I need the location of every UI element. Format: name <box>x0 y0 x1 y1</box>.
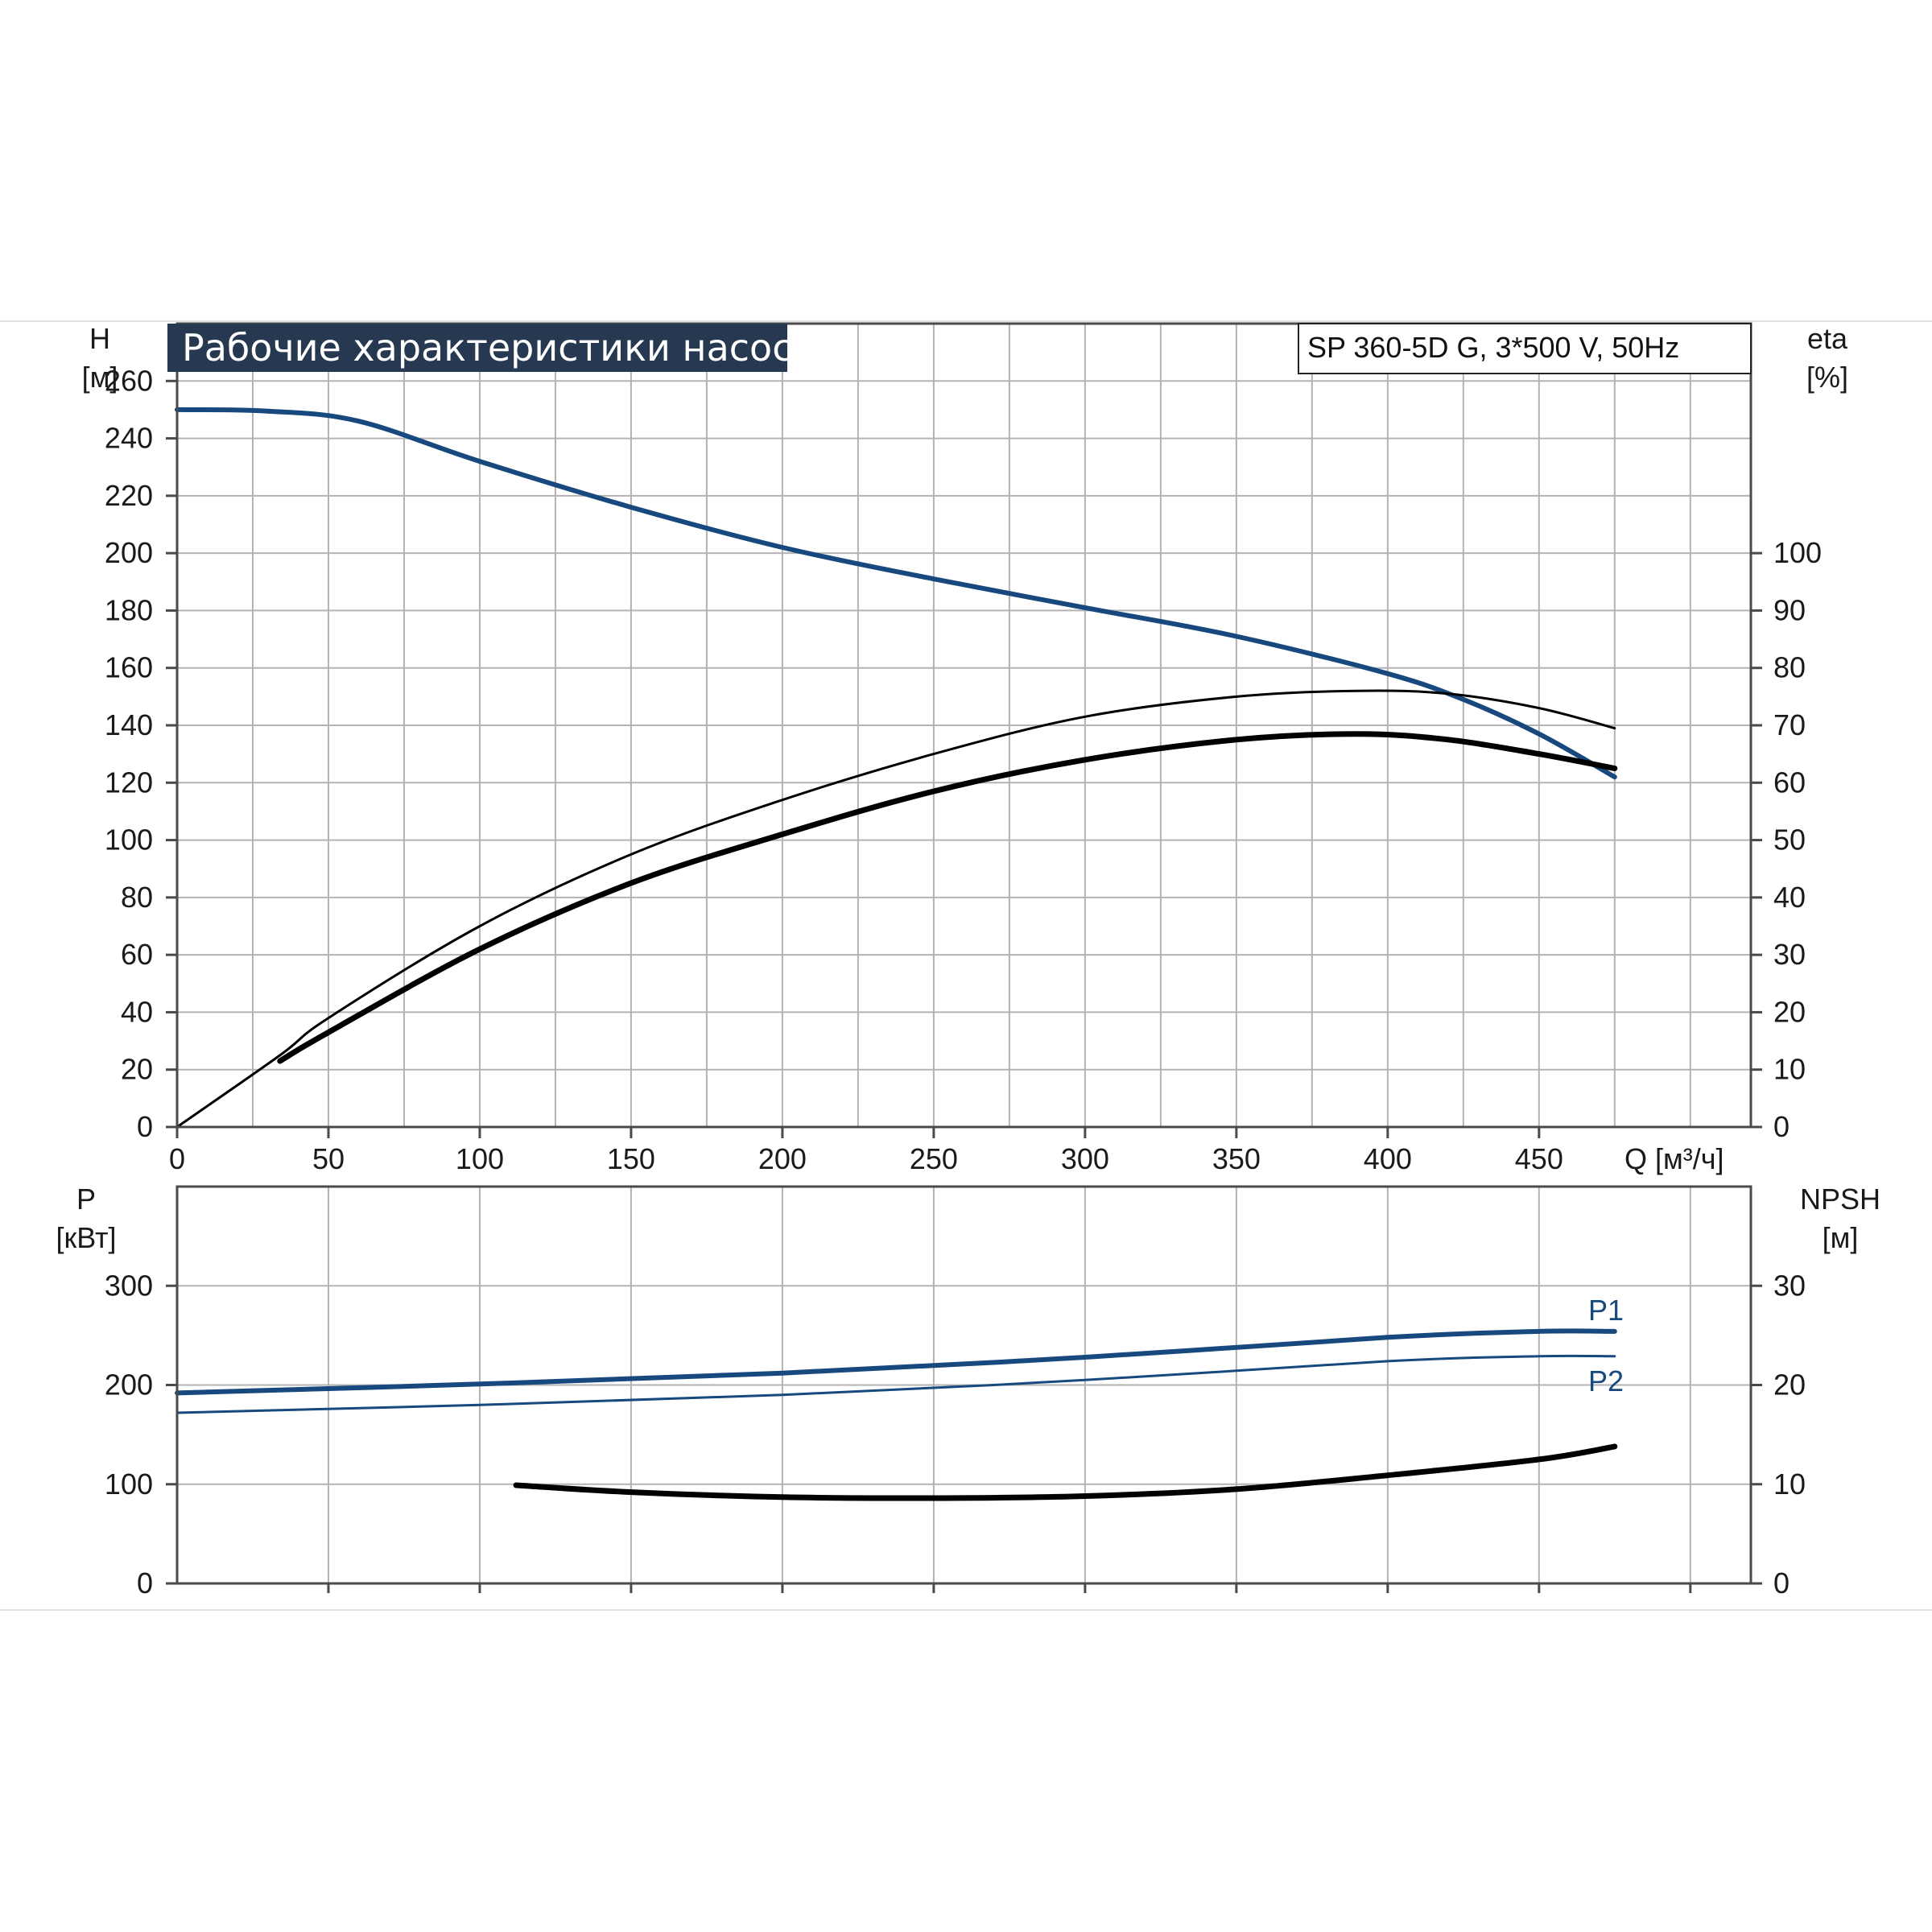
x-tick-label: 450 <box>1515 1142 1563 1175</box>
eta-tick-label: 90 <box>1773 593 1806 626</box>
pump-model-label: SP 360-5D G, 3*500 V, 50Hz <box>1307 331 1679 364</box>
eta-tick-label: 70 <box>1773 708 1806 741</box>
h-tick-label: 100 <box>105 824 153 857</box>
eta-axis-title: eta <box>1807 322 1848 355</box>
h-tick-label: 40 <box>121 995 153 1028</box>
npsh-tick-label: 10 <box>1773 1468 1806 1501</box>
x-tick-label: 250 <box>910 1142 958 1175</box>
eta-tick-label: 30 <box>1773 938 1806 971</box>
eta-tick-label: 20 <box>1773 995 1806 1028</box>
npsh-axis-unit: [м] <box>1823 1221 1859 1254</box>
h-tick-label: 260 <box>105 364 153 397</box>
eta-tick-label: 50 <box>1773 824 1806 857</box>
bottom-series <box>175 1328 1618 1501</box>
h-tick-label: 0 <box>137 1110 153 1143</box>
h-axis-unit: [м] <box>82 361 118 394</box>
x-tick-label: 400 <box>1364 1142 1412 1175</box>
p1-label: P1 <box>1588 1294 1624 1327</box>
x-tick-label: 350 <box>1212 1142 1261 1175</box>
npsh-tick-label: 0 <box>1773 1567 1790 1600</box>
p-tick-label: 0 <box>137 1567 153 1600</box>
model-box <box>1298 323 1752 374</box>
chart-title: Рабочие характеристики насоса <box>182 326 815 369</box>
npsh-tick-label: 20 <box>1773 1368 1806 1402</box>
eta-thick-curve <box>277 731 1618 1064</box>
power-npsh-panel: 0 100 200 300 0 10 20 30 P [кВт] NPSH [м] P1 P2 <box>56 1183 1880 1600</box>
p2-curve <box>175 1354 1616 1414</box>
eta-thin-curve <box>175 689 1616 1129</box>
eta-tick-label: 10 <box>1773 1053 1806 1086</box>
x-tick-label: 150 <box>607 1142 655 1175</box>
x-tick-label: 100 <box>456 1142 504 1175</box>
h-tick-label: 220 <box>105 479 153 512</box>
head-efficiency-panel: 0 50 100 150 200 250 300 350 400 4500204060801001… <box>82 322 1848 1175</box>
p-tick-label: 200 <box>105 1368 153 1402</box>
h-tick-label: 200 <box>105 536 153 569</box>
title-banner <box>167 324 787 372</box>
h-tick-label: 160 <box>105 651 153 684</box>
h-tick-label: 20 <box>121 1053 153 1086</box>
eta-axis-unit: [%] <box>1806 361 1848 394</box>
p1-curve <box>175 1328 1617 1396</box>
h-tick-label: 140 <box>105 708 153 741</box>
eta-tick-label: 40 <box>1773 881 1806 914</box>
npsh-tick-label: 30 <box>1773 1269 1806 1302</box>
p2-label: P2 <box>1588 1364 1624 1397</box>
h-tick-label: 120 <box>105 766 153 799</box>
h-axis-title: H <box>89 322 110 355</box>
p-tick-label: 100 <box>105 1468 153 1501</box>
x-tick-label: 200 <box>758 1142 807 1175</box>
eta-tick-label: 0 <box>1773 1110 1790 1143</box>
x-tick-label: 300 <box>1061 1142 1109 1175</box>
npsh-curve <box>513 1443 1618 1501</box>
h-tick-label: 80 <box>121 881 153 914</box>
eta-tick-label: 60 <box>1773 766 1806 799</box>
x-tick-label: 0 <box>169 1142 185 1175</box>
npsh-axis-title: NPSH <box>1800 1183 1880 1216</box>
eta-tick-label: 80 <box>1773 651 1806 684</box>
top-grid <box>177 324 1751 1127</box>
q-axis-title: Q [м³/ч] <box>1624 1142 1724 1175</box>
h-tick-label: 240 <box>105 422 153 455</box>
h-tick-label: 180 <box>105 593 153 626</box>
p-tick-label: 300 <box>105 1269 153 1302</box>
eta-tick-label: 100 <box>1773 536 1822 569</box>
p-axis-title: P <box>76 1183 96 1216</box>
x-tick-label: 50 <box>312 1142 345 1175</box>
top-series <box>175 407 1618 1129</box>
p-axis-unit: [кВт] <box>56 1221 116 1254</box>
bottom-ticks: 0 100 200 300 0 10 20 30 <box>105 1269 1806 1600</box>
h-tick-label: 60 <box>121 938 153 971</box>
top-ticks: 0 50 100 150 200 250 300 350 400 4500204060801001… <box>105 364 1822 1175</box>
